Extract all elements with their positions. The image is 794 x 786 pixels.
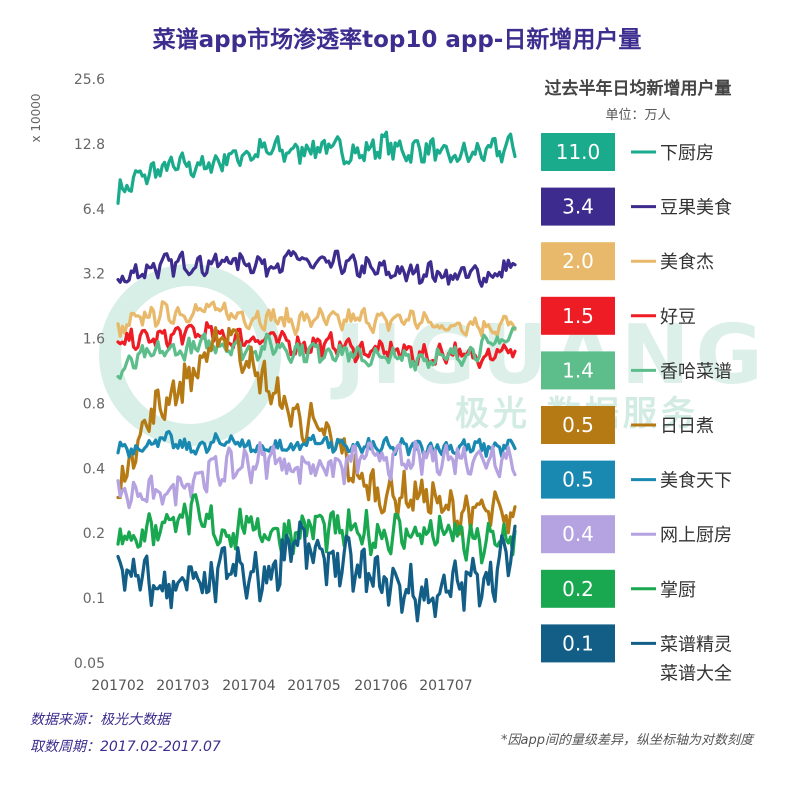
series-line bbox=[116, 326, 517, 536]
legend-value: 1.4 bbox=[562, 358, 594, 382]
y-tick-label: 0.8 bbox=[83, 396, 105, 412]
x-tick-label: 201705 bbox=[287, 678, 340, 694]
legend-value: 0.5 bbox=[562, 413, 594, 437]
series-line bbox=[116, 429, 517, 459]
legend-value: 0.4 bbox=[562, 522, 594, 546]
legend-value-box bbox=[541, 296, 615, 335]
legend-value: 0.5 bbox=[562, 468, 594, 492]
legend-value-box bbox=[541, 569, 615, 608]
legend-value: 0.1 bbox=[562, 631, 594, 655]
legend-series-name: 掌厨 bbox=[660, 580, 696, 601]
legend-series-name: 美食天下 bbox=[660, 471, 732, 492]
legend-value-box bbox=[541, 133, 615, 171]
legend-series-name: 豆果美食 bbox=[660, 198, 732, 219]
series-line bbox=[116, 520, 517, 623]
legend-value-box bbox=[541, 460, 615, 499]
x-tick-label: 201706 bbox=[354, 678, 408, 694]
y-axis-unit-label: x 10000 bbox=[29, 93, 43, 142]
legend-series-name: 菜谱精灵 bbox=[660, 634, 732, 655]
legend-series-name-2: 菜谱大全 bbox=[660, 663, 732, 684]
y-tick-label: 3.2 bbox=[83, 267, 105, 283]
legend-series-name: 好豆 bbox=[660, 307, 696, 328]
legend-value-box bbox=[541, 187, 615, 226]
y-tick-label: 0.2 bbox=[83, 526, 105, 542]
y-axis: 25.6 12.8 6.4 3.2 1.6 0.8 0.4 0.2 0.1 0.05 bbox=[74, 72, 105, 672]
legend-unit: 单位：万人 bbox=[605, 108, 670, 123]
legend-series-name: 香哈菜谱 bbox=[660, 361, 732, 382]
legend-value: 1.5 bbox=[562, 304, 594, 328]
chart-title: 菜谱app市场渗透率top10 app-日新增用户量 bbox=[152, 26, 642, 53]
y-tick-label: 6.4 bbox=[83, 202, 105, 218]
footer-period: 取数周期：2017.02-2017.07 bbox=[30, 739, 221, 755]
y-tick-label: 0.4 bbox=[83, 461, 105, 477]
legend: 11.0 下厨房 3.4 豆果美食 2.0 美食杰 1.5 好豆 1.4 香哈菜谱 0.5 日日煮 0.… bbox=[541, 133, 732, 684]
y-tick-label: 25.6 bbox=[74, 72, 105, 88]
legend-value-box bbox=[541, 624, 615, 663]
legend-title: 过去半年日均新增用户量 bbox=[545, 78, 732, 99]
legend-value: 2.0 bbox=[562, 249, 594, 273]
legend-series-name: 网上厨房 bbox=[660, 525, 732, 546]
series-line bbox=[116, 300, 517, 338]
series-line bbox=[116, 326, 517, 380]
legend-series-name: 下厨房 bbox=[660, 143, 714, 164]
legend-series-name: 美食杰 bbox=[660, 252, 714, 273]
series-line bbox=[116, 130, 517, 205]
x-tick-label: 201704 bbox=[222, 678, 276, 694]
legend-value-box bbox=[541, 406, 615, 444]
legend-value-box bbox=[541, 515, 615, 554]
series-line bbox=[116, 249, 517, 288]
legend-value: 11.0 bbox=[556, 140, 601, 164]
x-axis: 201702 201703 201704 201705 201706 201707 bbox=[91, 678, 472, 694]
x-tick-label: 201703 bbox=[156, 678, 209, 694]
series-line bbox=[116, 440, 517, 510]
y-tick-label: 1.6 bbox=[83, 332, 105, 348]
footer-note: *因app间的量级差异，纵坐标轴为对数刻度 bbox=[501, 733, 755, 748]
legend-value: 0.2 bbox=[562, 577, 594, 601]
footer-source: 数据来源：极光大数据 bbox=[30, 712, 172, 728]
legend-value-box bbox=[541, 351, 615, 390]
y-tick-label: 0.1 bbox=[83, 591, 105, 607]
y-tick-label: 0.05 bbox=[74, 656, 105, 672]
y-tick-label: 12.8 bbox=[74, 137, 105, 153]
series-line bbox=[116, 493, 517, 565]
legend-value-box bbox=[541, 242, 615, 281]
x-tick-label: 201702 bbox=[91, 678, 144, 694]
x-tick-label: 201707 bbox=[419, 678, 472, 694]
series-group bbox=[116, 130, 517, 623]
legend-series-name: 日日煮 bbox=[660, 416, 714, 437]
legend-value: 3.4 bbox=[562, 195, 594, 219]
